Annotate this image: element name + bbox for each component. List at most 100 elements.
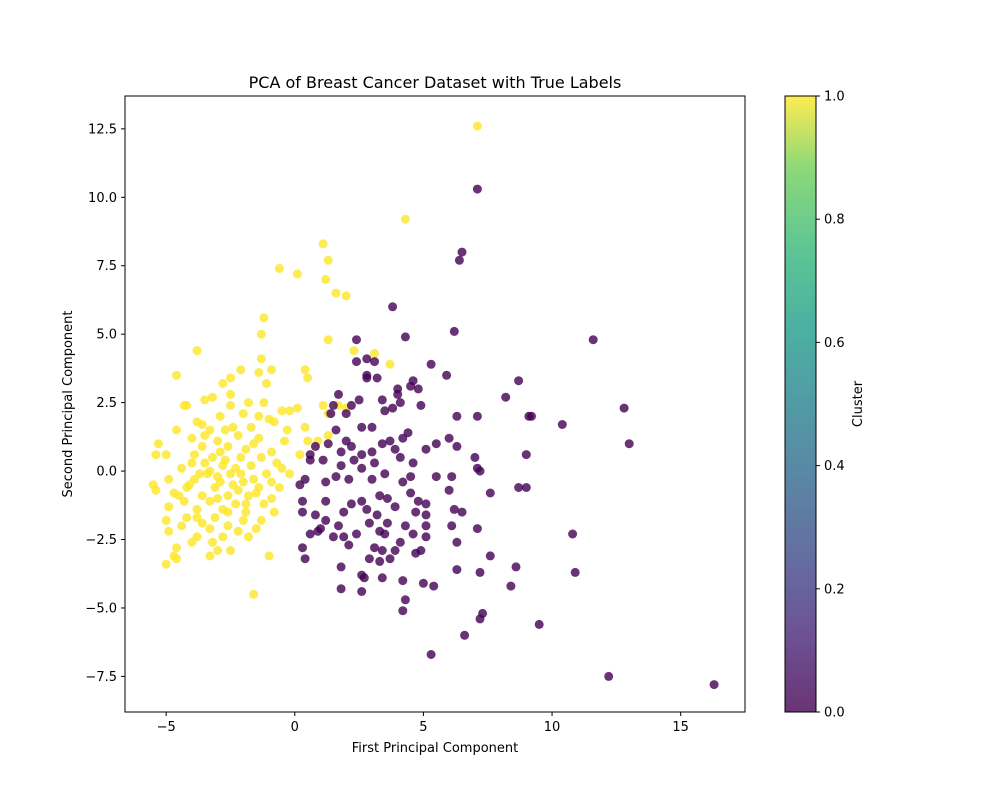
data-point-label-1-15 xyxy=(256,354,266,364)
colorbar-tick-label: 0.8 xyxy=(824,213,845,228)
data-point-label-1-101 xyxy=(192,504,202,514)
data-point-label-1-113 xyxy=(205,524,215,534)
data-point-label-1-16 xyxy=(385,359,395,369)
data-point-label-0-108 xyxy=(382,518,392,528)
data-point-label-0-40 xyxy=(367,422,377,432)
data-point-label-0-22 xyxy=(501,392,511,402)
data-point-label-0-81 xyxy=(321,477,331,487)
data-point-label-1-122 xyxy=(172,543,181,553)
data-point-label-1-131 xyxy=(190,450,199,460)
data-point-label-0-141 xyxy=(336,562,346,572)
data-point-label-0-156 xyxy=(398,606,408,616)
data-point-label-1-26 xyxy=(208,392,217,402)
data-point-label-1-62 xyxy=(241,444,251,454)
y-axis: −7.5 −5.0 −2.5 0.0 2.5 5.0 7.5 10.0 12.5 xyxy=(85,122,125,685)
y-tick-label: 10.0 xyxy=(88,191,117,206)
data-point-label-1-64 xyxy=(295,450,305,460)
data-point-label-0-21 xyxy=(393,389,403,399)
data-point-label-1-105 xyxy=(182,513,192,523)
y-tick-label: 12.5 xyxy=(88,122,117,137)
colorbar-tick-label: 1.0 xyxy=(824,90,845,105)
data-point-label-0-151 xyxy=(506,581,516,591)
data-point-label-0-130 xyxy=(377,546,387,555)
y-tick-label: 5.0 xyxy=(96,328,117,343)
data-point-label-0-105 xyxy=(310,510,320,520)
data-point-label-0-82 xyxy=(398,477,408,487)
data-point-label-0-24 xyxy=(377,395,387,405)
data-point-label-1-149 xyxy=(241,499,251,509)
data-point-label-0-129 xyxy=(370,543,379,553)
data-point-label-0-104 xyxy=(372,510,382,520)
data-point-label-1-60 xyxy=(197,441,207,451)
data-point-label-1-155 xyxy=(251,488,261,498)
data-point-label-0-119 xyxy=(408,529,418,539)
data-point-label-0-86 xyxy=(444,485,454,495)
data-point-label-1-103 xyxy=(241,507,251,517)
data-point-label-0-0 xyxy=(472,184,482,194)
data-point-label-1-49 xyxy=(246,422,256,432)
data-point-label-1-151 xyxy=(236,469,246,479)
data-point-label-1-1 xyxy=(400,214,410,224)
data-point-label-0-84 xyxy=(514,483,524,492)
data-point-label-0-144 xyxy=(570,567,580,577)
data-point-label-1-19 xyxy=(300,365,310,375)
data-point-label-0-8 xyxy=(362,354,372,364)
data-point-label-0-133 xyxy=(298,543,307,553)
data-point-label-0-55 xyxy=(421,444,431,454)
data-point-label-0-36 xyxy=(527,411,536,421)
data-point-label-1-45 xyxy=(269,417,279,427)
data-point-label-0-25 xyxy=(354,395,364,405)
data-point-label-1-36 xyxy=(318,400,328,410)
data-point-label-1-20 xyxy=(172,370,181,380)
data-point-label-1-130 xyxy=(249,589,259,599)
data-point-label-1-104 xyxy=(269,507,279,517)
chart-title: PCA of Breast Cancer Dataset with True L… xyxy=(249,73,622,92)
data-point-label-0-2 xyxy=(454,255,464,265)
data-point-label-0-10 xyxy=(426,359,436,369)
data-point-label-0-77 xyxy=(344,474,354,484)
data-point-label-1-86 xyxy=(210,483,220,492)
data-point-label-0-106 xyxy=(321,515,331,525)
x-tick-label: 10 xyxy=(544,720,561,735)
data-point-label-1-146 xyxy=(223,507,233,517)
colorbar-tick-label: 0.6 xyxy=(824,336,845,351)
data-point-label-0-117 xyxy=(313,526,323,536)
data-point-label-1-136 xyxy=(202,469,212,479)
data-point-label-0-152 xyxy=(336,584,346,594)
data-point-label-0-123 xyxy=(380,529,390,539)
data-point-label-0-103 xyxy=(339,507,349,517)
colorbar-frame xyxy=(784,95,817,713)
data-point-label-0-5 xyxy=(588,335,598,345)
data-point-label-0-50 xyxy=(624,439,634,449)
data-point-label-0-45 xyxy=(398,433,408,443)
data-point-label-0-109 xyxy=(364,518,374,528)
data-point-label-1-52 xyxy=(323,431,333,440)
data-point-label-1-89 xyxy=(274,483,284,492)
data-point-label-1-154 xyxy=(220,455,230,465)
data-point-label-1-40 xyxy=(238,409,248,419)
data-point-label-1-112 xyxy=(177,521,187,531)
data-point-label-0-14 xyxy=(372,373,382,383)
data-point-label-0-70 xyxy=(357,463,367,473)
data-point-label-0-140 xyxy=(511,562,521,572)
x-tick-label: 5 xyxy=(419,720,427,735)
data-point-label-1-124 xyxy=(226,546,235,555)
data-point-label-1-100 xyxy=(164,502,174,512)
data-point-label-0-90 xyxy=(357,496,367,506)
data-point-label-0-39 xyxy=(557,420,567,429)
data-point-label-1-31 xyxy=(182,400,192,410)
data-point-label-0-158 xyxy=(534,619,544,629)
data-point-label-0-146 xyxy=(377,573,387,583)
data-point-label-1-18 xyxy=(267,365,277,375)
data-point-label-0-31 xyxy=(619,403,629,413)
data-point-label-1-121 xyxy=(208,537,217,547)
data-point-label-0-161 xyxy=(604,671,614,681)
data-point-label-0-153 xyxy=(357,587,367,596)
data-point-label-0-66 xyxy=(305,455,315,465)
data-point-label-0-149 xyxy=(418,578,428,588)
data-point-label-1-14 xyxy=(370,348,379,358)
data-point-label-1-74 xyxy=(177,463,187,473)
y-tick-label: 0.0 xyxy=(96,465,117,480)
data-point-label-0-99 xyxy=(411,507,421,517)
data-point-label-1-24 xyxy=(218,379,228,388)
